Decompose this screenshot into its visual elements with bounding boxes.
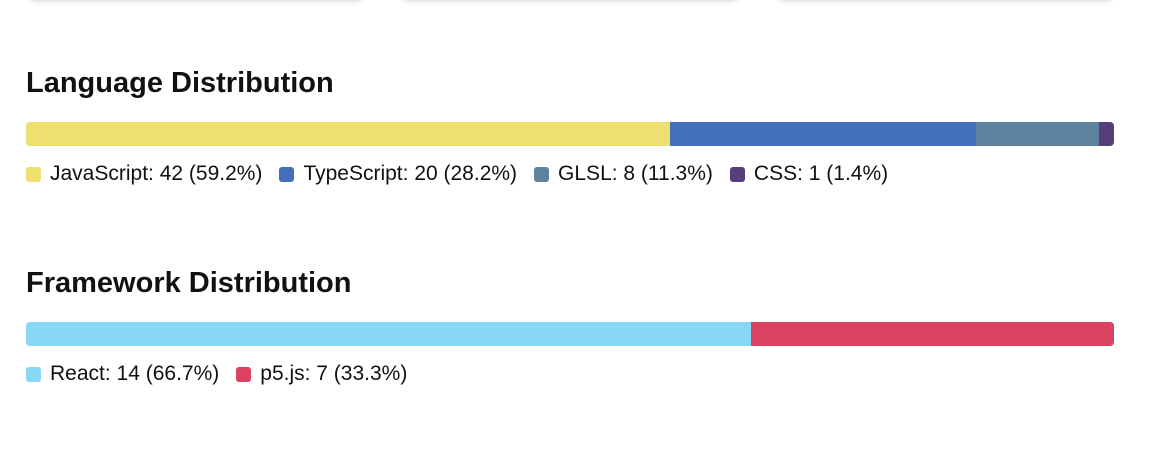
bar-segment-react	[26, 322, 752, 346]
bar-segment-javascript	[26, 122, 670, 146]
legend-swatch-react	[26, 366, 41, 382]
language-distribution-section: Language Distribution JavaScript: 42 (59…	[26, 63, 1114, 189]
language-distribution-title: Language Distribution	[26, 67, 334, 99]
legend-item-javascript: JavaScript: 42 (59.2%)	[26, 159, 262, 189]
legend-label-glsl: GLSL: 8 (11.3%)	[558, 162, 713, 185]
legend-swatch-p5-js	[236, 366, 252, 382]
legend-label-javascript: JavaScript: 42 (59.2%)	[50, 162, 263, 185]
bar-segment-typescript	[669, 122, 977, 146]
legend-label-p5-js: p5.js: 7 (33.3%)	[260, 362, 408, 385]
legend-label-react: React: 14 (66.7%)	[50, 362, 220, 385]
framework-distribution-section: Framework Distribution React: 14 (66.7%)…	[26, 263, 1114, 389]
legend-label-typescript: TypeScript: 20 (28.2%)	[303, 162, 518, 185]
legend-item-typescript: TypeScript: 20 (28.2%)	[279, 159, 517, 189]
legend-item-css: CSS: 1 (1.4%)	[729, 159, 889, 189]
legend-item-react: React: 14 (66.7%)	[26, 359, 219, 389]
legend-item-glsl: GLSL: 8 (11.3%)	[534, 159, 713, 189]
legend-label-css: CSS: 1 (1.4%)	[753, 162, 889, 185]
legend-swatch-css	[729, 166, 745, 182]
framework-legend: React: 14 (66.7%) p5.js: 7 (33.3%)	[26, 359, 1114, 389]
legend-swatch-javascript	[26, 166, 41, 182]
legend-swatch-glsl	[534, 166, 550, 182]
language-legend: JavaScript: 42 (59.2%) TypeScript: 20 (28…	[26, 159, 1114, 189]
bar-segment-glsl	[976, 122, 1099, 146]
legend-swatch-typescript	[279, 166, 295, 182]
legend-item-p5-js: p5.js: 7 (33.3%)	[236, 359, 407, 389]
language-stacked-bar	[26, 122, 1114, 146]
framework-distribution-title: Framework Distribution	[26, 267, 352, 299]
bar-segment-css	[1098, 122, 1114, 146]
bar-segment-p5-js	[751, 322, 1114, 346]
framework-stacked-bar	[26, 322, 1114, 346]
